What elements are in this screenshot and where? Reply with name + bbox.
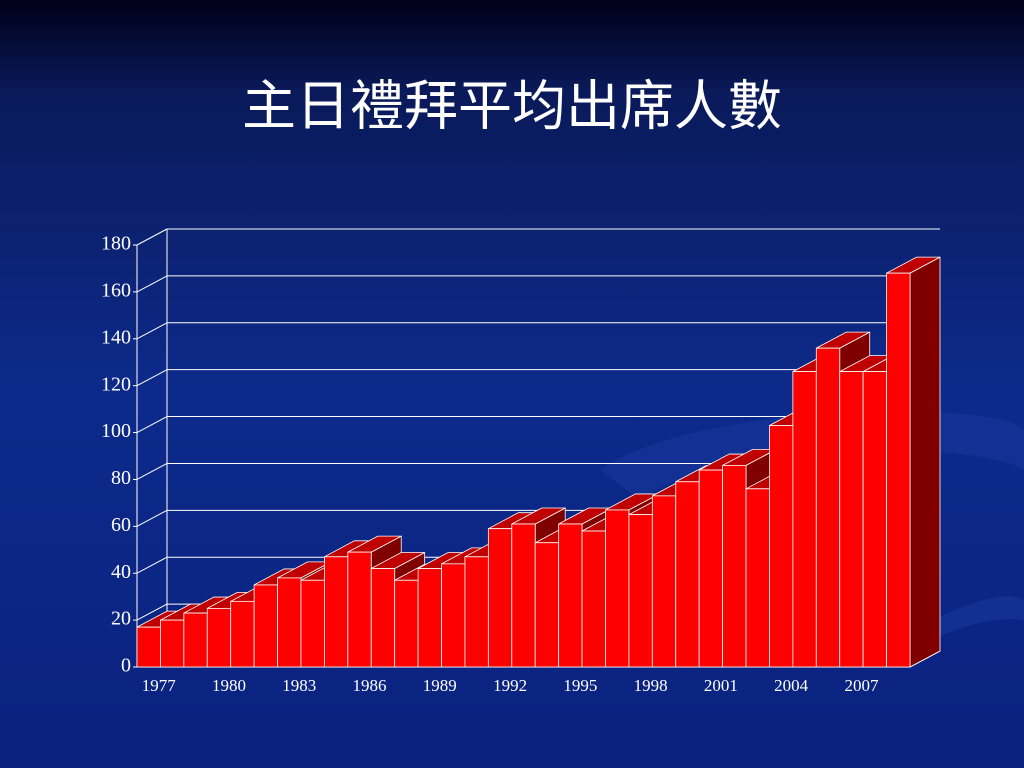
x-tick-label: 1989	[423, 676, 457, 695]
bar-front	[675, 481, 700, 668]
x-tick-label: 2007	[844, 676, 879, 695]
bar-front	[370, 568, 396, 668]
bar	[886, 256, 941, 668]
bar-side	[909, 256, 941, 668]
y-tick-label: 180	[101, 233, 131, 255]
bar-front	[253, 584, 278, 668]
y-tick-label: 40	[111, 561, 131, 583]
y-tick-label: 60	[111, 514, 131, 536]
x-tick-label: 1983	[282, 676, 316, 695]
grid-line	[136, 322, 168, 340]
x-tick-label: 1977	[142, 676, 177, 695]
bar-front	[839, 371, 864, 668]
bar-front	[300, 579, 325, 668]
bar-front	[651, 495, 677, 668]
bar-front	[628, 514, 653, 668]
bar-front	[769, 425, 794, 668]
y-tick-label: 20	[111, 608, 131, 630]
bar-front	[815, 347, 841, 668]
bar-front	[722, 464, 747, 668]
y-tick-label: 160	[101, 279, 131, 301]
bar-front	[792, 371, 817, 668]
bar-front	[605, 509, 630, 668]
bar-front	[886, 272, 911, 668]
grid-line	[136, 416, 168, 433]
x-tick-label: 1995	[563, 676, 597, 695]
bar-front	[160, 619, 185, 668]
bar-front	[183, 612, 208, 668]
bar-front	[441, 563, 466, 668]
x-tick-label: 2001	[704, 676, 738, 695]
grid-line	[136, 603, 168, 621]
bar-front	[862, 371, 887, 668]
bar-front	[394, 579, 419, 668]
x-tick-label: 1998	[634, 676, 668, 695]
grid-line	[136, 509, 168, 527]
bar-front	[698, 469, 724, 668]
bar-front	[581, 530, 606, 668]
bar-front	[558, 523, 583, 668]
grid-line	[136, 275, 168, 293]
bar-front	[206, 607, 232, 668]
bar-front	[745, 488, 770, 668]
grid-line	[136, 556, 168, 574]
grid-line	[136, 463, 168, 480]
x-tick-label: 1992	[493, 676, 527, 695]
y-tick-label: 100	[101, 420, 131, 442]
y-tick-label: 0	[121, 655, 131, 677]
y-tick-label: 80	[111, 467, 131, 489]
bar-front	[323, 556, 349, 668]
bar-front	[230, 600, 255, 668]
y-tick-label: 120	[101, 373, 131, 395]
bar-front	[511, 523, 536, 668]
bar-front	[136, 626, 161, 668]
x-tick-label: 2004	[774, 676, 809, 695]
y-tick-label: 140	[101, 326, 131, 348]
bar-front	[347, 551, 372, 668]
grid-line	[136, 369, 168, 387]
grid-line	[136, 228, 168, 246]
bar-front	[464, 556, 489, 668]
bar-front	[487, 528, 513, 668]
chart-title: 主日禮拜平均出席人數	[242, 76, 782, 136]
x-tick-label: 1980	[212, 676, 246, 695]
bar-front	[277, 577, 302, 668]
bar-front	[534, 542, 560, 668]
x-tick-label: 1986	[353, 676, 387, 695]
bar-front	[417, 568, 442, 668]
